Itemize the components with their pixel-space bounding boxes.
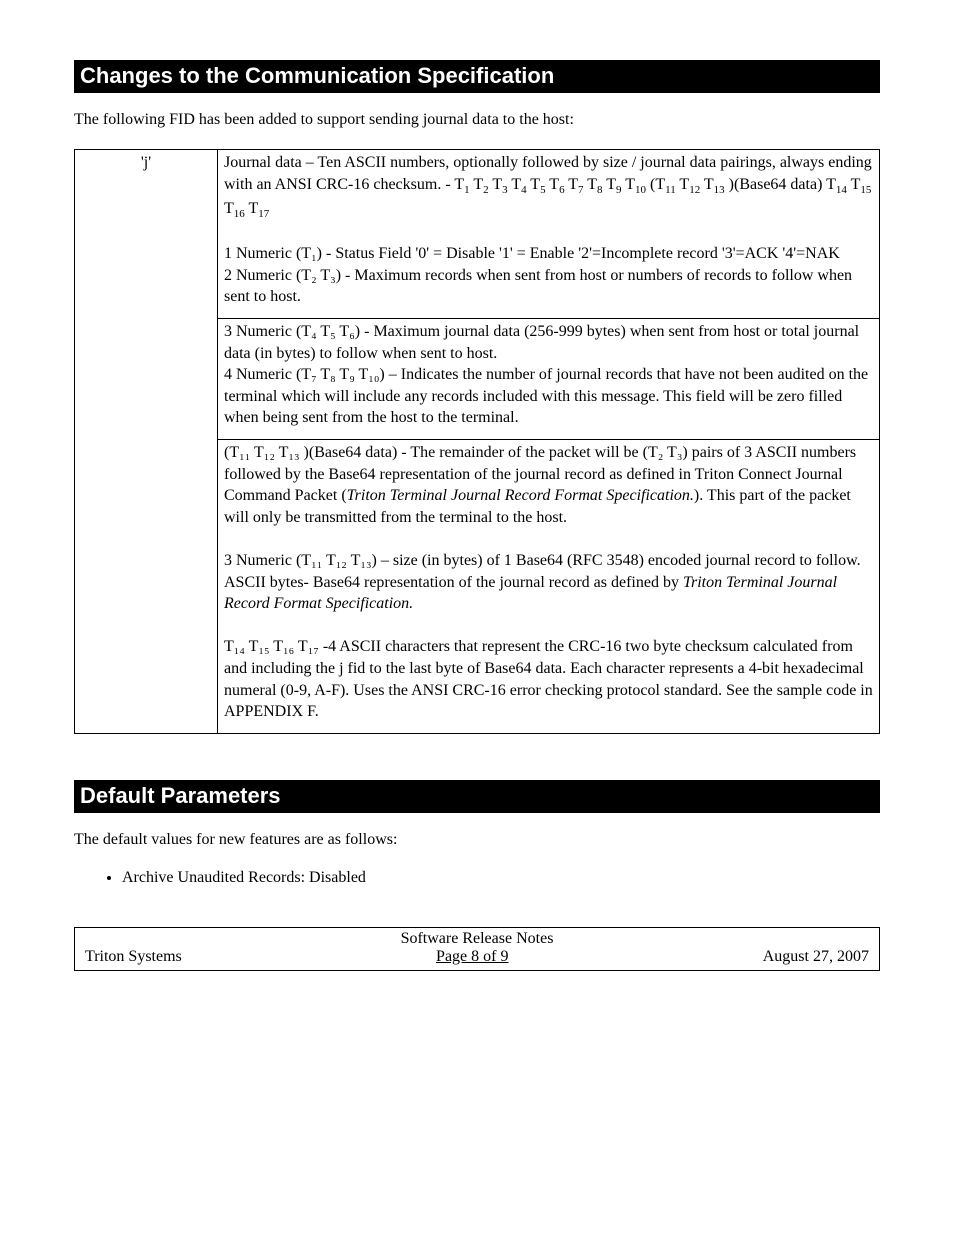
footer-left: Triton Systems bbox=[85, 948, 182, 966]
fid-code-cell: 'j' bbox=[75, 150, 218, 734]
r3-p2: 3 Numeric (T₁₁ T₁₂ T₁₃) – size (in bytes… bbox=[224, 552, 861, 569]
section2-intro: The default values for new features are … bbox=[74, 831, 880, 849]
fid-row3: (T₁₁ T₁₂ T₁₃ )(Base64 data) - The remain… bbox=[218, 440, 880, 734]
fid-row2: 3 Numeric (T₄ T₅ T₆) - Maximum journal d… bbox=[218, 319, 880, 440]
r1-n2: 2 Numeric (T₂ T₃) - Maximum records when… bbox=[224, 267, 852, 306]
fid-row1: Journal data – Ten ASCII numbers, option… bbox=[218, 150, 880, 319]
list-item: Archive Unaudited Records: Disabled bbox=[122, 869, 880, 887]
section-heading-2: Default Parameters bbox=[74, 780, 880, 813]
footer-date: August 27, 2007 bbox=[763, 948, 869, 966]
default-params-list: Archive Unaudited Records: Disabled bbox=[74, 869, 880, 887]
r1-n1: 1 Numeric (T₁) - Status Field '0' = Disa… bbox=[224, 245, 840, 262]
footer: Software Release Notes Triton Systems Pa… bbox=[74, 927, 880, 971]
section-heading-1: Changes to the Communication Specificati… bbox=[74, 60, 880, 93]
r2-n3: 3 Numeric (T₄ T₅ T₆) - Maximum journal d… bbox=[224, 323, 859, 362]
r3-p1b: Triton Terminal Journal Record Format Sp… bbox=[347, 487, 694, 504]
footer-title: Software Release Notes bbox=[85, 930, 869, 948]
r1-text1: Journal data – Ten ASCII numbers, option… bbox=[224, 154, 872, 217]
fid-table: 'j' Journal data – Ten ASCII numbers, op… bbox=[74, 149, 880, 734]
r3-p3a: ASCII bytes- Base64 representation of th… bbox=[224, 574, 683, 591]
r2-n4: 4 Numeric (T₇ T₈ T₉ T₁₀) – Indicates the… bbox=[224, 366, 868, 426]
section1-intro: The following FID has been added to supp… bbox=[74, 111, 880, 129]
r3-p4: T₁₄ T₁₅ T₁₆ T₁₇ -4 ASCII characters that… bbox=[224, 638, 873, 720]
footer-page: Page 8 of 9 bbox=[436, 948, 508, 966]
